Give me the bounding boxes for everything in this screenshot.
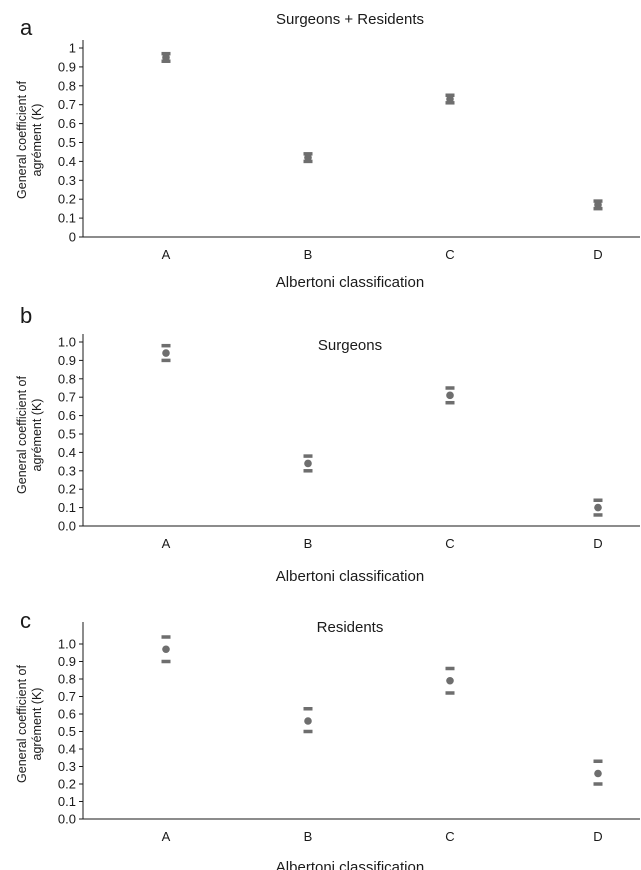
y-axis-title: General coefficient of agrément (K) xyxy=(15,81,44,199)
chart-title: Surgeons + Residents xyxy=(276,11,424,28)
upper-bound-marker xyxy=(161,343,171,348)
x-axis-title: Albertoni classification xyxy=(276,859,424,870)
y-tick-label: 0 xyxy=(69,230,76,245)
data-point xyxy=(304,459,312,468)
y-tick-label: 0.3 xyxy=(58,463,76,478)
y-tick-label: 0.9 xyxy=(58,353,76,368)
y-tick-label: 0.5 xyxy=(58,427,76,442)
y-tick-label: 0.4 xyxy=(58,445,76,460)
y-tick-label: 0.2 xyxy=(58,192,76,207)
x-tick-label: C xyxy=(445,247,454,262)
y-tick-label: 0.0 xyxy=(58,519,76,534)
data-point xyxy=(446,95,454,103)
upper-bound-marker xyxy=(445,666,455,671)
y-tick-label: 0.3 xyxy=(58,759,76,774)
data-point xyxy=(446,676,454,685)
lower-bound-marker xyxy=(161,358,171,363)
y-axis-title-line: agrément (K) xyxy=(30,104,44,177)
y-tick-label: 1.0 xyxy=(58,637,76,652)
x-tick-label: A xyxy=(162,247,171,262)
chart-panel-c: c Residents 0.0 0.1 0.2 0.3 0.4 0.5 0.6 0.7 0.8 0.… xyxy=(0,585,641,870)
y-tick-label: 0.7 xyxy=(58,689,76,704)
lower-bound-marker xyxy=(445,691,455,695)
scatter-chart: Surgeons 0.0 0.1 0.2 0.3 0.4 0.5 0.6 0.7 0.8 0.9 1.… xyxy=(15,334,640,585)
lower-bound-marker xyxy=(593,513,603,517)
lower-bound-marker xyxy=(303,729,313,734)
x-tick-label: A xyxy=(162,536,171,551)
y-tick-label: 0.1 xyxy=(58,500,76,515)
upper-bound-marker xyxy=(303,454,313,458)
data-point xyxy=(304,717,312,725)
y-tick-label: 0.8 xyxy=(58,371,76,386)
data-point xyxy=(162,645,170,654)
y-axis-title-line: General coefficient of xyxy=(15,81,29,199)
y-tick-label: 0.6 xyxy=(58,408,76,423)
panel-letter: a xyxy=(20,15,33,40)
y-tick-label: 0.4 xyxy=(58,742,76,757)
x-tick-label: C xyxy=(445,536,454,551)
y-tick-label: 0.2 xyxy=(58,777,76,792)
x-tick-label: C xyxy=(445,829,454,844)
y-tick-label: 1 xyxy=(69,41,76,56)
data-point xyxy=(446,391,454,400)
chart-panel-a: a Surgeons + Residents 0 0.1 0.2 0.3 0.4 0.5 0.… xyxy=(0,0,641,291)
y-axis-title-line: General coefficient of xyxy=(15,665,29,783)
y-tick-label: 0.9 xyxy=(58,654,76,669)
y-tick-label: 0.5 xyxy=(58,135,76,150)
scatter-chart: Surgeons + Residents 0 0.1 0.2 0.3 0.4 0.5 0.6 0… xyxy=(15,11,640,291)
y-tick-label: 0.5 xyxy=(58,724,76,739)
lower-bound-marker xyxy=(593,782,603,786)
data-point xyxy=(162,349,170,357)
x-tick-label: D xyxy=(593,247,602,262)
y-tick-label: 0.7 xyxy=(58,390,76,405)
data-point xyxy=(594,201,602,209)
y-axis-title: General coefficient of agrément (K) xyxy=(15,376,44,494)
x-axis-title: Albertoni classification xyxy=(276,568,424,585)
lower-bound-marker xyxy=(161,659,171,664)
data-point xyxy=(162,53,170,62)
x-tick-label: D xyxy=(593,829,602,844)
scatter-chart: Residents 0.0 0.1 0.2 0.3 0.4 0.5 0.6 0.7 0.8 0.9 1… xyxy=(15,619,640,870)
chart-title: Residents xyxy=(317,619,384,636)
y-tick-label: 0.1 xyxy=(58,794,76,809)
y-tick-label: 0.1 xyxy=(58,211,76,226)
lower-bound-marker xyxy=(445,400,455,405)
chart-panel-b: b Surgeons 0.0 0.1 0.2 0.3 0.4 0.5 0.6 0.7 0.8 0.9… xyxy=(0,290,641,585)
upper-bound-marker xyxy=(593,498,603,502)
y-axis-title-line: General coefficient of xyxy=(15,376,29,494)
chart-title: Surgeons xyxy=(318,337,382,354)
y-tick-label: 0.0 xyxy=(58,812,76,827)
upper-bound-marker xyxy=(303,707,313,711)
x-tick-label: A xyxy=(162,829,171,844)
data-point xyxy=(594,769,602,778)
y-tick-label: 0.9 xyxy=(58,59,76,74)
panel-letter: c xyxy=(20,608,31,633)
x-tick-label: D xyxy=(593,536,602,551)
x-tick-label: B xyxy=(304,536,313,551)
upper-bound-marker xyxy=(161,635,171,639)
y-tick-label: 0.2 xyxy=(58,482,76,497)
y-tick-label: 0.4 xyxy=(58,154,76,169)
y-tick-label: 1.0 xyxy=(58,335,76,350)
y-tick-label: 0.6 xyxy=(58,707,76,722)
y-axis-title: General coefficient of agrément (K) xyxy=(15,665,44,783)
x-tick-label: B xyxy=(304,829,313,844)
y-axis-title-line: agrément (K) xyxy=(30,399,44,472)
y-tick-label: 0.8 xyxy=(58,78,76,93)
y-tick-label: 0.6 xyxy=(58,116,76,131)
y-tick-label: 0.7 xyxy=(58,97,76,112)
data-point xyxy=(594,503,602,512)
x-tick-label: B xyxy=(304,247,313,262)
y-tick-label: 0.3 xyxy=(58,173,76,188)
y-tick-label: 0.8 xyxy=(58,672,76,687)
upper-bound-marker xyxy=(445,386,455,390)
lower-bound-marker xyxy=(303,469,313,473)
upper-bound-marker xyxy=(593,759,603,763)
data-point xyxy=(304,153,312,162)
panel-letter: b xyxy=(20,303,33,328)
y-axis-title-line: agrément (K) xyxy=(30,688,44,761)
x-axis-title: Albertoni classification xyxy=(276,274,424,291)
